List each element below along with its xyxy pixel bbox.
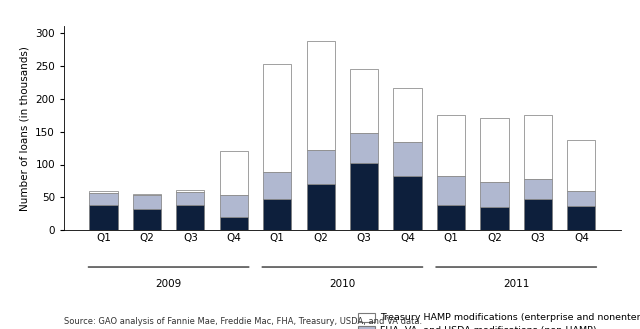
- Bar: [567, 140, 595, 191]
- Bar: [176, 192, 204, 205]
- Bar: [307, 184, 335, 230]
- Bar: [220, 217, 248, 230]
- Bar: [524, 179, 552, 199]
- Bar: [132, 209, 161, 230]
- Bar: [132, 195, 161, 209]
- Bar: [263, 64, 291, 172]
- Bar: [90, 205, 118, 230]
- Bar: [437, 115, 465, 176]
- Bar: [307, 41, 335, 150]
- Bar: [350, 69, 378, 133]
- Bar: [176, 205, 204, 230]
- Bar: [132, 194, 161, 195]
- Text: 2011: 2011: [503, 279, 529, 289]
- Bar: [437, 205, 465, 230]
- Bar: [567, 206, 595, 230]
- Bar: [263, 172, 291, 199]
- Text: 2009: 2009: [156, 279, 182, 289]
- Bar: [394, 176, 422, 230]
- Legend: Treasury HAMP modifications (enterprise and nonenterprise), FHA, VA, and USDA mo: Treasury HAMP modifications (enterprise …: [358, 313, 640, 329]
- Bar: [394, 88, 422, 142]
- Bar: [394, 142, 422, 176]
- Text: 2010: 2010: [329, 279, 356, 289]
- Bar: [350, 163, 378, 230]
- Bar: [176, 190, 204, 192]
- Bar: [481, 182, 509, 207]
- Y-axis label: Number of loans (in thousands): Number of loans (in thousands): [20, 46, 29, 211]
- Bar: [567, 191, 595, 206]
- Bar: [220, 151, 248, 195]
- Bar: [307, 150, 335, 184]
- Bar: [220, 195, 248, 217]
- Bar: [90, 193, 118, 205]
- Bar: [90, 191, 118, 193]
- Bar: [350, 133, 378, 163]
- Bar: [437, 176, 465, 205]
- Text: Source: GAO analysis of Fannie Mae, Freddie Mac, FHA, Treasury, USDA, and VA dat: Source: GAO analysis of Fannie Mae, Fred…: [64, 317, 422, 326]
- Bar: [524, 199, 552, 230]
- Bar: [524, 115, 552, 179]
- Bar: [481, 207, 509, 230]
- Bar: [481, 118, 509, 182]
- Bar: [263, 199, 291, 230]
